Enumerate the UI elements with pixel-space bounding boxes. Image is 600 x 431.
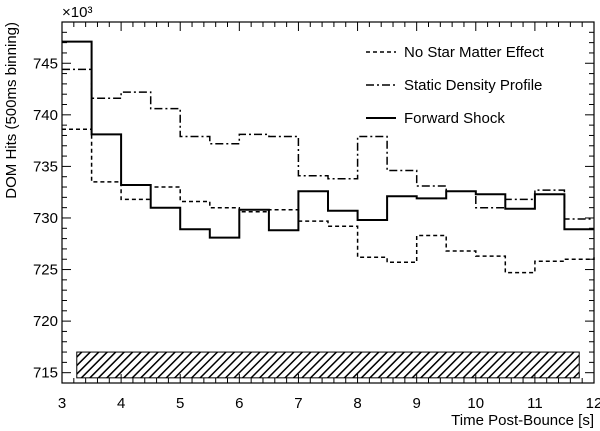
x-tick-label: 11 [527,395,543,412]
legend-label-forward-shock: Forward Shock [404,110,505,127]
plot-frame [61,21,595,384]
x-tick-label: 9 [412,395,420,412]
series-line-static-density-profile [62,68,594,220]
x-tick-label: 10 [467,395,484,412]
y-tick-label: 735 [33,158,58,175]
x-tick-label: 5 [176,395,184,412]
y-tick-label: 715 [33,365,58,382]
y-multiplier-label: ×10³ [62,4,92,21]
y-axis-title: DOM Hits (500ms binning) [3,22,20,199]
hatched-band-layer [76,351,580,379]
y-tick-label: 725 [33,262,58,279]
y-tick-label: 740 [33,107,58,124]
x-tick-label: 12 [586,395,600,412]
x-tick-label: 3 [58,395,66,412]
x-tick-label: 6 [235,395,243,412]
y-tick-label: 730 [33,210,58,227]
hatched-band [76,351,580,379]
series-layer [62,40,595,274]
x-axis-title: Time Post-Bounce [s] [451,412,594,429]
tick-label-layer: 3 4 5 6 7 8 9 10 11 12 715 720 725 730 735 740 745 [33,55,600,412]
x-tick-label: 4 [117,395,125,412]
x-tick-label: 7 [294,395,302,412]
y-tick-label: 745 [33,55,58,72]
x-tick-label: 8 [353,395,361,412]
y-tick-label: 720 [33,313,58,330]
legend: No Star Matter Effect Static Density Pro… [366,44,545,127]
series-line-forward-shock [62,40,594,239]
legend-label-static-density-profile: Static Density Profile [404,77,542,94]
tick-layer [61,21,595,384]
legend-label-no-star-matter-effect: No Star Matter Effect [404,44,545,61]
